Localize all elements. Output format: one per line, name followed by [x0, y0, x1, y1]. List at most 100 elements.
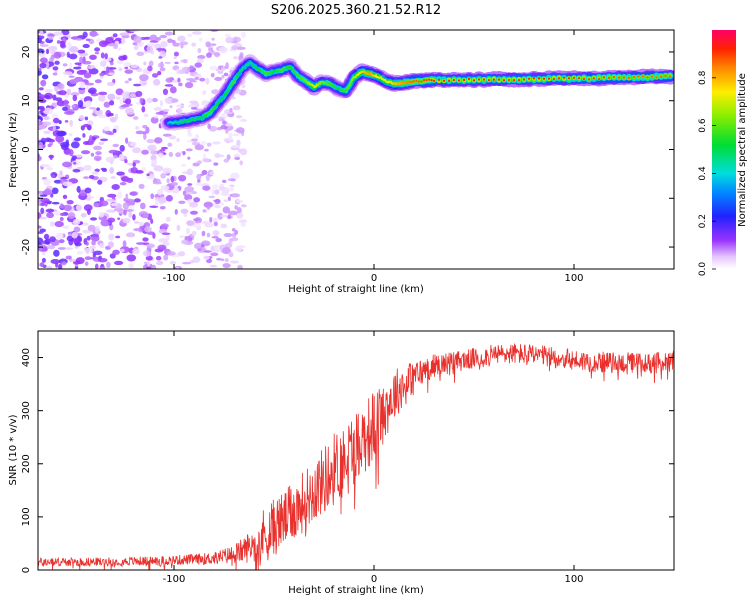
noise-cell	[225, 33, 231, 38]
noise-cell	[110, 202, 118, 207]
noise-cell	[46, 244, 56, 250]
ridge-cell	[415, 79, 418, 82]
noise-cell	[210, 252, 219, 257]
noise-cell	[138, 221, 145, 227]
noise-cell	[164, 97, 173, 103]
noise-cell	[124, 66, 129, 70]
noise-cell	[126, 254, 137, 262]
noise-cell	[196, 58, 204, 64]
noise-cell	[44, 238, 51, 245]
noise-cell	[156, 188, 164, 196]
noise-cell	[165, 216, 171, 222]
noise-cell	[124, 98, 132, 105]
noise-cell	[142, 82, 148, 85]
noise-cell	[107, 209, 113, 213]
noise-cell	[139, 74, 149, 82]
noise-cell	[143, 113, 149, 118]
ridge-cell	[229, 85, 233, 88]
noise-cell	[66, 88, 72, 96]
noise-cell	[159, 205, 166, 210]
noise-cell	[109, 100, 115, 106]
noise-cell	[209, 264, 218, 268]
noise-cell	[224, 140, 234, 143]
noise-cell	[208, 195, 216, 199]
noise-cell	[222, 206, 231, 214]
noise-cell	[93, 250, 103, 256]
noise-cell	[223, 158, 230, 163]
noise-cell	[185, 148, 193, 152]
noise-cell	[86, 197, 91, 201]
noise-cell	[139, 202, 146, 210]
noise-cell	[60, 176, 68, 180]
noise-cell	[89, 33, 100, 36]
noise-cell	[40, 79, 47, 87]
noise-cell	[166, 251, 176, 256]
noise-cell	[38, 141, 44, 148]
noise-cell	[213, 221, 218, 227]
noise-cell	[79, 56, 84, 64]
noise-cell	[155, 255, 162, 261]
noise-cell	[53, 31, 63, 36]
ridge-cell	[562, 76, 566, 79]
noise-cell	[148, 60, 154, 67]
noise-cell	[178, 200, 186, 204]
noise-cell	[149, 205, 159, 209]
noise-cell	[61, 261, 67, 266]
noise-cell	[100, 52, 105, 59]
noise-cell	[202, 157, 211, 163]
noise-cell	[133, 83, 142, 87]
noise-cell	[151, 159, 158, 165]
noise-cell	[115, 37, 122, 42]
noise-cell	[176, 224, 181, 231]
noise-cell	[150, 218, 154, 224]
ridge-cell	[522, 78, 526, 81]
noise-cell	[168, 151, 174, 158]
noise-cell	[38, 87, 44, 91]
ridge-cell	[442, 79, 446, 82]
noise-cell	[39, 62, 47, 69]
noise-cell	[50, 193, 54, 198]
y-tick-label: 100	[21, 507, 32, 526]
ridge-cell	[197, 118, 201, 121]
noise-cell	[165, 194, 173, 202]
noise-cell	[218, 65, 224, 69]
ridge-cell	[430, 79, 433, 82]
ridge-cell	[532, 77, 536, 80]
noise-cell	[98, 94, 106, 102]
noise-cell	[38, 111, 41, 116]
noise-cell	[54, 221, 64, 228]
noise-cell	[221, 188, 230, 195]
noise-cell	[185, 227, 190, 235]
noise-cell	[58, 239, 65, 244]
noise-cell	[108, 241, 114, 248]
noise-cell	[57, 83, 63, 89]
noise-cell	[166, 178, 170, 184]
noise-cell	[39, 94, 45, 100]
noise-cell	[71, 104, 77, 109]
noise-cell	[117, 217, 121, 220]
noise-cell	[84, 261, 89, 266]
noise-cell	[191, 31, 202, 35]
noise-cell	[68, 45, 79, 53]
noise-cell	[174, 209, 178, 215]
noise-cell	[152, 181, 163, 185]
snr-panel: -100 0 100 0 100 200 300 400 Height of straigh…	[8, 330, 675, 596]
snr-frame	[37, 330, 675, 571]
ridge-cell	[567, 77, 571, 80]
ridge-cell	[227, 88, 231, 91]
noise-cell	[40, 202, 46, 207]
noise-cell	[206, 205, 211, 210]
ridge-cell	[283, 67, 287, 71]
noise-cell	[236, 211, 244, 219]
noise-cell	[151, 264, 157, 269]
noise-cell	[68, 53, 78, 60]
ridge-cell	[587, 78, 591, 81]
noise-cell	[76, 185, 81, 193]
noise-cell	[151, 73, 159, 78]
noise-cell	[110, 176, 116, 180]
ridge-cell	[406, 81, 410, 85]
noise-cell	[60, 141, 70, 148]
noise-cell	[45, 48, 50, 55]
noise-cell	[99, 72, 105, 77]
noise-cell	[231, 227, 236, 232]
